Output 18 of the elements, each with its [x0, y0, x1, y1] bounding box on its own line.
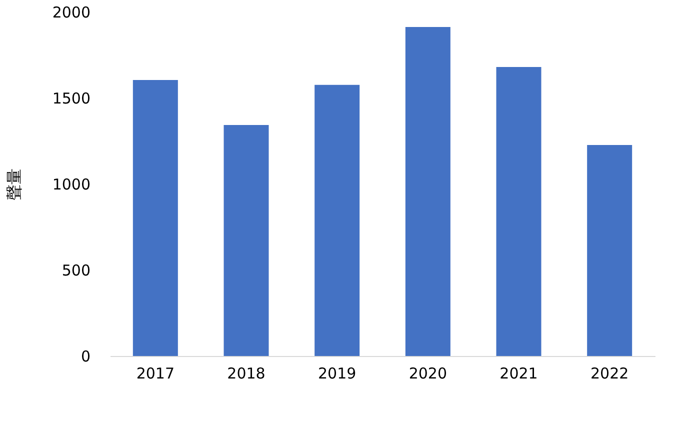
x-tick-label: 2018 — [227, 364, 266, 382]
x-tick-label: 2022 — [590, 364, 629, 382]
y-tick-label: 1500 — [52, 90, 90, 108]
bar — [405, 26, 450, 356]
bar — [496, 67, 542, 356]
x-tick-label: 2021 — [500, 364, 538, 382]
x-tick-label: 2019 — [318, 364, 356, 382]
bar — [587, 144, 632, 356]
x-tick-label: 2020 — [408, 364, 448, 382]
y-tick-label: 1000 — [52, 176, 90, 194]
x-tick-label: 2017 — [136, 364, 175, 382]
bar — [314, 84, 360, 356]
y-tick-label: 2000 — [52, 4, 90, 22]
bar — [224, 125, 269, 356]
y-axis-title: 聲量 — [4, 168, 24, 200]
y-tick-label: 500 — [62, 262, 90, 280]
bar — [132, 80, 178, 356]
y-tick-label: 0 — [80, 348, 90, 366]
